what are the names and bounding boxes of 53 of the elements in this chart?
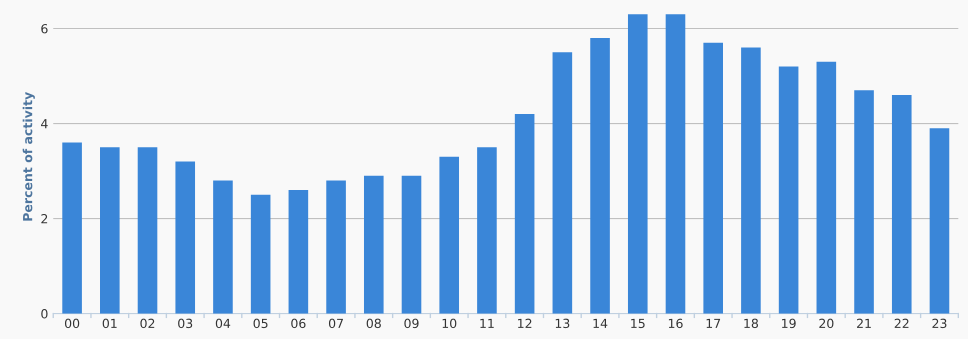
bar xyxy=(326,180,346,314)
bar xyxy=(402,176,422,314)
bar xyxy=(100,147,120,314)
x-tick-label: 11 xyxy=(480,318,494,328)
bar xyxy=(477,147,497,314)
bar xyxy=(741,48,761,314)
bar xyxy=(250,194,270,314)
bar xyxy=(892,95,912,314)
bar xyxy=(175,162,196,314)
bar xyxy=(62,142,82,314)
x-tick-label: 16 xyxy=(668,318,683,328)
x-tick-label: 03 xyxy=(178,318,192,328)
x-tick-label: 00 xyxy=(64,318,80,328)
bar xyxy=(778,66,798,314)
bar xyxy=(930,128,950,314)
x-tick-label: 21 xyxy=(857,318,871,328)
bar xyxy=(213,180,233,314)
x-tick-label: 09 xyxy=(404,318,419,328)
bar xyxy=(288,190,308,314)
bar xyxy=(628,14,648,314)
x-tick-label: 07 xyxy=(328,318,343,328)
x-tick-label: 15 xyxy=(631,318,645,328)
x-tick-label: 14 xyxy=(593,318,608,328)
x-tick-label: 23 xyxy=(932,318,946,328)
bar xyxy=(854,90,874,314)
x-tick-label: 04 xyxy=(216,318,230,328)
x-tick-label: 10 xyxy=(442,318,456,328)
x-tick-label: 06 xyxy=(291,318,306,328)
bar xyxy=(666,14,686,314)
x-tick-label: 13 xyxy=(556,318,570,328)
x-tick-label: 05 xyxy=(254,318,268,328)
bar xyxy=(514,114,534,314)
x-tick-label: 20 xyxy=(819,318,834,328)
bar xyxy=(138,147,158,314)
bar xyxy=(703,42,723,314)
x-tick-label: 18 xyxy=(744,318,758,328)
y-tick-label: 0 xyxy=(41,309,48,318)
x-tick-label: 17 xyxy=(706,318,720,328)
y-tick-label: 2 xyxy=(41,214,48,224)
bar xyxy=(816,62,836,314)
x-tick-label: 22 xyxy=(894,318,908,328)
bar xyxy=(552,52,572,314)
x-tick-label: 02 xyxy=(140,318,154,328)
y-tick-label: 6 xyxy=(41,24,48,34)
bar xyxy=(439,156,460,314)
x-tick-label: 08 xyxy=(366,318,381,328)
x-tick-label: 01 xyxy=(102,318,117,328)
bar xyxy=(364,176,384,314)
y-tick-label: 4 xyxy=(41,119,48,128)
y-axis-title: Percent of activity xyxy=(22,92,35,221)
x-tick-label: 19 xyxy=(782,318,796,328)
bar xyxy=(590,38,610,314)
x-tick-label: 12 xyxy=(518,318,532,328)
